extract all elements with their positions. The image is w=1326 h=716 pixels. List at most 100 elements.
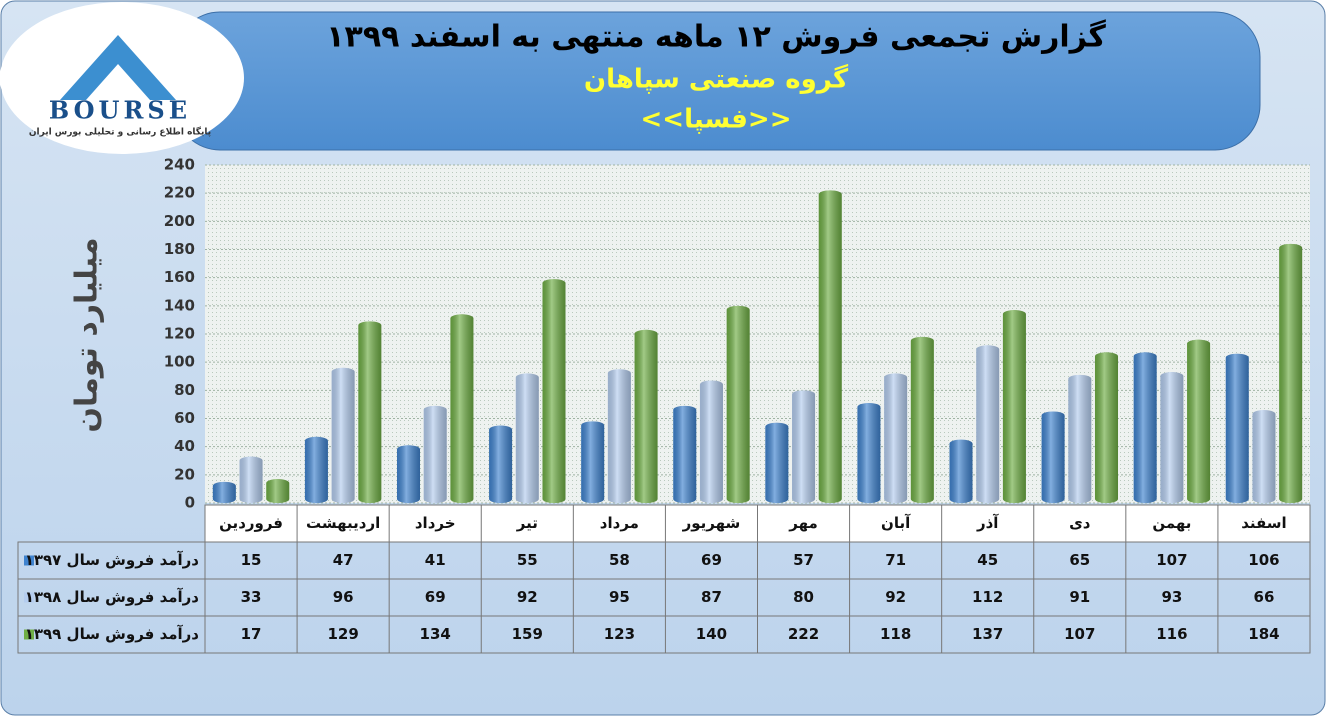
legend-label: درآمد فروش سال ۱۳۹۷ xyxy=(25,551,200,569)
bar-shade xyxy=(1002,310,1026,503)
bar-shade xyxy=(266,479,290,503)
table-value: 33 xyxy=(241,588,262,606)
bar-shade xyxy=(884,373,908,503)
bar-shade xyxy=(396,445,421,503)
table-value: 92 xyxy=(517,588,538,606)
table-value: 69 xyxy=(425,588,446,606)
y-tick-label: 200 xyxy=(164,212,195,230)
y-tick-label: 40 xyxy=(174,437,195,455)
bar-shade xyxy=(1252,410,1276,503)
bar-shade xyxy=(699,380,723,503)
table-value: 106 xyxy=(1248,551,1279,569)
x-tick-label: اردیبهشت xyxy=(306,514,380,532)
logo-name: BOURSE xyxy=(49,96,191,125)
y-tick-label: 180 xyxy=(164,240,195,258)
table-value: 134 xyxy=(420,625,451,643)
chart-title: گزارش تجمعی فروش ۱۲ ماهه منتهی به اسفند … xyxy=(326,19,1106,55)
bar-shade xyxy=(304,436,328,503)
bar-shade xyxy=(542,279,566,503)
table-value: 58 xyxy=(609,551,630,569)
x-tick-label: تیر xyxy=(516,514,538,532)
y-tick-label: 240 xyxy=(164,156,195,174)
bar-shade xyxy=(607,369,631,503)
bar-shade xyxy=(450,314,474,503)
logo-shape xyxy=(60,35,176,100)
bar-shade xyxy=(581,421,605,503)
table-value: 87 xyxy=(701,588,722,606)
table-value: 92 xyxy=(885,588,906,606)
table-value: 116 xyxy=(1156,625,1187,643)
legend-swatch xyxy=(24,592,34,603)
table-value: 47 xyxy=(333,551,354,569)
table-value: 17 xyxy=(241,625,262,643)
x-tick-label: خرداد xyxy=(415,514,456,532)
x-tick-label: اسفند xyxy=(1241,514,1286,532)
table-value: 71 xyxy=(885,551,906,569)
bar-shade xyxy=(634,329,658,503)
x-tick-label: آذر xyxy=(976,514,999,532)
table-value: 55 xyxy=(517,551,538,569)
table-value: 129 xyxy=(327,625,358,643)
table-value: 57 xyxy=(793,551,814,569)
y-tick-label: 120 xyxy=(164,325,195,343)
x-tick-label: آبان xyxy=(881,514,911,532)
y-tick-label: 100 xyxy=(164,353,195,371)
table-value: 15 xyxy=(241,551,262,569)
bar-shade xyxy=(1279,243,1303,503)
bar-shade xyxy=(423,405,447,503)
y-axis-label: میلیارد تومان xyxy=(70,237,105,432)
table-value: 80 xyxy=(793,588,814,606)
legend-label: درآمد فروش سال ۱۳۹۹ xyxy=(25,625,200,643)
x-tick-label: مرداد xyxy=(600,514,639,532)
table-value: 184 xyxy=(1248,625,1279,643)
bar-shade xyxy=(949,439,973,503)
table-value: 123 xyxy=(604,625,635,643)
logo: BOURSE پایگاه اطلاع رسانی و تحلیلی بورس … xyxy=(0,2,244,154)
bar-shade xyxy=(515,373,539,503)
y-tick-label: 20 xyxy=(174,465,195,483)
table-value: 95 xyxy=(609,588,630,606)
table-value: 137 xyxy=(972,625,1003,643)
bar-shade xyxy=(239,456,263,503)
y-tick-label: 0 xyxy=(185,494,195,512)
table-value: 118 xyxy=(880,625,911,643)
y-tick-label: 60 xyxy=(174,409,195,427)
table-value: 69 xyxy=(701,551,722,569)
legend-label: درآمد فروش سال ۱۳۹۸ xyxy=(25,588,200,606)
table-value: 96 xyxy=(333,588,354,606)
logo-bg xyxy=(0,2,244,154)
legend-swatch xyxy=(24,629,34,640)
bar-shade xyxy=(976,345,1000,503)
bar-shade xyxy=(1041,411,1065,503)
table-value: 107 xyxy=(1156,551,1187,569)
x-tick-label: دی xyxy=(1069,514,1091,532)
bar-shade xyxy=(212,481,236,503)
table-value: 45 xyxy=(977,551,998,569)
bar-shade xyxy=(726,305,750,503)
bar-shade xyxy=(489,425,513,503)
table-value: 140 xyxy=(696,625,727,643)
x-tick-label: فروردین xyxy=(219,514,283,532)
table-value: 159 xyxy=(512,625,543,643)
table-value: 112 xyxy=(972,588,1003,606)
bar-shade xyxy=(1187,339,1211,503)
table-value: 91 xyxy=(1069,588,1090,606)
bar-shade xyxy=(765,422,789,503)
table-value: 66 xyxy=(1254,588,1275,606)
table-value: 41 xyxy=(425,551,446,569)
bar-shade xyxy=(331,367,355,503)
logo-tagline: پایگاه اطلاع رسانی و تحلیلی بورس ایران xyxy=(29,126,211,138)
bar-shade xyxy=(792,390,816,503)
bar-shade xyxy=(1225,353,1249,503)
legend-swatch xyxy=(24,555,34,566)
table-value: 222 xyxy=(788,625,819,643)
y-tick-label: 140 xyxy=(164,296,195,314)
bar-shade xyxy=(673,405,697,503)
bar-shade xyxy=(857,403,881,503)
y-tick-label: 80 xyxy=(174,381,195,399)
bar-shade xyxy=(818,190,842,503)
symbol: <<فسپا>> xyxy=(641,105,792,135)
bar-shade xyxy=(358,321,382,503)
table-value: 93 xyxy=(1161,588,1182,606)
